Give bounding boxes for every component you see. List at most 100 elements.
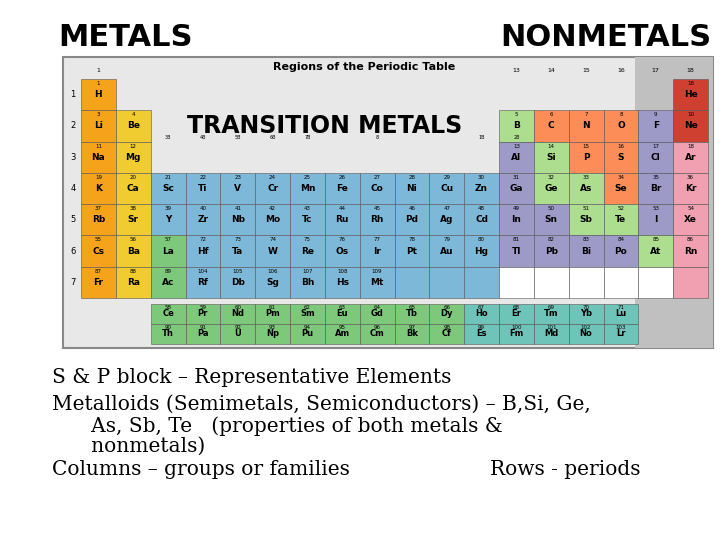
Text: 20: 20 bbox=[130, 175, 137, 180]
Bar bbox=[255, 204, 290, 235]
Bar bbox=[603, 324, 639, 344]
Text: 44: 44 bbox=[338, 206, 346, 211]
Text: Cu: Cu bbox=[440, 184, 454, 193]
Text: Cf: Cf bbox=[442, 329, 451, 339]
Bar bbox=[290, 304, 325, 324]
Text: Cr: Cr bbox=[267, 184, 278, 193]
Text: 52: 52 bbox=[618, 206, 624, 211]
Text: 70: 70 bbox=[582, 305, 590, 310]
Bar bbox=[325, 304, 360, 324]
Text: 12: 12 bbox=[130, 144, 137, 149]
Text: 1: 1 bbox=[96, 68, 100, 73]
Text: Ne: Ne bbox=[684, 122, 698, 131]
Text: Cd: Cd bbox=[475, 215, 488, 224]
Text: Dy: Dy bbox=[441, 309, 453, 319]
Bar bbox=[395, 304, 429, 324]
Text: 88: 88 bbox=[130, 269, 137, 274]
Text: P: P bbox=[582, 153, 590, 161]
Text: 107: 107 bbox=[302, 269, 312, 274]
Text: Ti: Ti bbox=[198, 184, 207, 193]
Text: Ru: Ru bbox=[336, 215, 349, 224]
Text: C: C bbox=[548, 122, 554, 131]
Text: 9: 9 bbox=[654, 112, 657, 117]
Text: Rh: Rh bbox=[370, 215, 384, 224]
Text: 56: 56 bbox=[130, 238, 137, 242]
Bar bbox=[673, 173, 708, 204]
Text: 62: 62 bbox=[304, 305, 311, 310]
Text: 75: 75 bbox=[304, 238, 311, 242]
Bar bbox=[569, 304, 603, 324]
Text: 53: 53 bbox=[652, 206, 660, 211]
Bar bbox=[534, 173, 569, 204]
Text: S & P block – Representative Elements: S & P block – Representative Elements bbox=[52, 368, 451, 387]
Text: 65: 65 bbox=[408, 305, 415, 310]
Text: 32: 32 bbox=[548, 175, 554, 180]
Text: 58: 58 bbox=[165, 305, 171, 310]
Bar bbox=[429, 204, 464, 235]
Text: 40: 40 bbox=[199, 206, 207, 211]
Text: Kr: Kr bbox=[685, 184, 696, 193]
Bar bbox=[186, 267, 220, 298]
Text: No: No bbox=[580, 329, 593, 339]
Text: 61: 61 bbox=[269, 305, 276, 310]
Bar bbox=[360, 324, 395, 344]
Text: Gd: Gd bbox=[371, 309, 384, 319]
Text: 18: 18 bbox=[687, 68, 695, 73]
Bar bbox=[639, 204, 673, 235]
Bar bbox=[255, 235, 290, 267]
Bar bbox=[360, 235, 395, 267]
Text: 79: 79 bbox=[444, 238, 450, 242]
Text: 18: 18 bbox=[687, 81, 694, 86]
Text: 54: 54 bbox=[687, 206, 694, 211]
Text: 64: 64 bbox=[374, 305, 381, 310]
Text: Te: Te bbox=[616, 215, 626, 224]
Text: 3: 3 bbox=[96, 112, 100, 117]
Text: Lu: Lu bbox=[616, 309, 626, 319]
Bar bbox=[673, 110, 708, 141]
Text: 23: 23 bbox=[234, 175, 241, 180]
Bar bbox=[220, 235, 255, 267]
Text: Cs: Cs bbox=[92, 247, 104, 255]
Bar bbox=[116, 110, 150, 141]
Text: nonmetals): nonmetals) bbox=[72, 437, 205, 456]
Text: 26: 26 bbox=[338, 175, 346, 180]
Text: 7: 7 bbox=[585, 112, 588, 117]
Bar bbox=[220, 204, 255, 235]
Text: Pt: Pt bbox=[406, 247, 418, 255]
Text: Sr: Sr bbox=[127, 215, 139, 224]
Text: 16: 16 bbox=[618, 144, 624, 149]
Text: 7: 7 bbox=[71, 278, 76, 287]
Bar bbox=[325, 324, 360, 344]
Text: Hf: Hf bbox=[197, 247, 209, 255]
Text: Pm: Pm bbox=[265, 309, 280, 319]
Text: 104: 104 bbox=[198, 269, 208, 274]
Bar bbox=[499, 304, 534, 324]
Text: 74: 74 bbox=[269, 238, 276, 242]
Bar bbox=[603, 141, 639, 173]
Text: 77: 77 bbox=[374, 238, 381, 242]
Text: 105: 105 bbox=[233, 269, 243, 274]
Text: 5B: 5B bbox=[235, 134, 241, 139]
Text: 103: 103 bbox=[616, 325, 626, 330]
Bar bbox=[464, 304, 499, 324]
Text: Bh: Bh bbox=[301, 278, 314, 287]
Text: 78: 78 bbox=[408, 238, 415, 242]
Text: Br: Br bbox=[650, 184, 662, 193]
Bar bbox=[290, 173, 325, 204]
Text: B: B bbox=[513, 122, 520, 131]
Text: 30: 30 bbox=[478, 175, 485, 180]
Text: 22: 22 bbox=[199, 175, 207, 180]
Text: 19: 19 bbox=[95, 175, 102, 180]
Bar bbox=[635, 57, 713, 348]
Bar bbox=[464, 173, 499, 204]
Text: 96: 96 bbox=[374, 325, 381, 330]
Text: Na: Na bbox=[91, 153, 105, 161]
Text: 10: 10 bbox=[687, 112, 694, 117]
Text: 29: 29 bbox=[444, 175, 450, 180]
Text: 41: 41 bbox=[234, 206, 241, 211]
Text: Rn: Rn bbox=[684, 247, 697, 255]
Bar bbox=[429, 304, 464, 324]
Text: 37: 37 bbox=[95, 206, 102, 211]
Text: Fe: Fe bbox=[336, 184, 348, 193]
Text: 6: 6 bbox=[71, 247, 76, 255]
